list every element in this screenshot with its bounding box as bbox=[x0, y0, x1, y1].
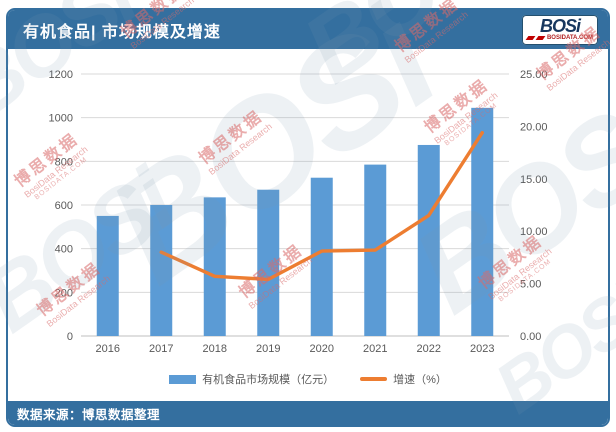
legend-line-swatch bbox=[360, 377, 388, 381]
bar-2019 bbox=[257, 189, 280, 336]
legend-label-market-size: 有机食品市场规模（亿元） bbox=[202, 374, 335, 386]
chart-body: 0 200 400 600 800 1000 1200 0.00 5.00 10.00 15.00 2… bbox=[8, 49, 608, 425]
bar-2018 bbox=[203, 197, 226, 336]
legend-label-growth: 增速（%） bbox=[393, 374, 447, 386]
bar-2022 bbox=[417, 144, 440, 336]
right-axis-tick-label: 0.00 bbox=[520, 331, 541, 343]
right-axis-tick-label: 5.00 bbox=[520, 279, 541, 291]
bosi-logo: BOSi BOSIDATA.COM bbox=[522, 14, 598, 45]
bar-2017 bbox=[150, 205, 173, 336]
chart-legend: 有机食品市场规模（亿元） 增速（%） bbox=[8, 367, 608, 391]
legend-item-market-size: 有机食品市场规模（亿元） bbox=[169, 371, 334, 387]
x-axis-label: 2016 bbox=[96, 343, 120, 355]
x-axis-label: 2017 bbox=[149, 343, 173, 355]
right-axis-tick-label: 25.00 bbox=[520, 69, 548, 81]
left-axis-tick-label: 0 bbox=[67, 331, 73, 343]
x-axis-label: 2021 bbox=[363, 343, 387, 355]
bar-2023 bbox=[471, 107, 494, 336]
logo-chevron-icon bbox=[535, 35, 546, 40]
right-axis-tick-label: 15.00 bbox=[520, 174, 548, 186]
left-axis-tick-label: 200 bbox=[55, 287, 73, 299]
growth-line bbox=[159, 130, 484, 282]
header-bar: 有机食品| 市场规模及增速 BOSi BOSIDATA.COM bbox=[8, 10, 608, 49]
legend-item-growth: 增速（%） bbox=[360, 371, 447, 387]
left-axis-tick-label: 1000 bbox=[49, 113, 73, 125]
logo-chevron-icon bbox=[525, 35, 536, 40]
footer-bar: 数据来源：博思数据整理 bbox=[8, 401, 608, 425]
data-source: 数据来源：博思数据整理 bbox=[17, 407, 161, 422]
chart-card: 有机食品| 市场规模及增速 BOSi BOSIDATA.COM 0 200 400 6… bbox=[6, 8, 610, 427]
left-axis-tick-label: 800 bbox=[55, 156, 73, 168]
right-axis-tick-label: 10.00 bbox=[520, 226, 548, 238]
x-axis-label: 2023 bbox=[470, 343, 494, 355]
bosi-logo-domain: BOSIDATA.COM bbox=[546, 34, 594, 41]
bosi-logo-text: BOSi bbox=[539, 16, 581, 36]
left-axis-tick-label: 1200 bbox=[49, 69, 73, 81]
bosi-logo-bottom: BOSIDATA.COM bbox=[525, 34, 594, 41]
bar-2020 bbox=[310, 177, 333, 336]
x-axis-label: 2019 bbox=[256, 343, 280, 355]
combo-chart: 0 200 400 600 800 1000 1200 0.00 5.00 10.00 15.00 2… bbox=[49, 69, 548, 355]
x-axis-label: 2018 bbox=[203, 343, 227, 355]
x-axis-label: 2022 bbox=[417, 343, 441, 355]
bar-2016 bbox=[96, 215, 119, 336]
chart-title: 有机食品| 市场规模及增速 bbox=[23, 23, 221, 41]
legend-bar-swatch bbox=[169, 374, 197, 384]
left-axis-tick-label: 400 bbox=[55, 244, 73, 256]
left-axis-tick-label: 600 bbox=[55, 200, 73, 212]
x-axis-label: 2020 bbox=[310, 343, 334, 355]
right-axis-tick-label: 20.00 bbox=[520, 121, 548, 133]
